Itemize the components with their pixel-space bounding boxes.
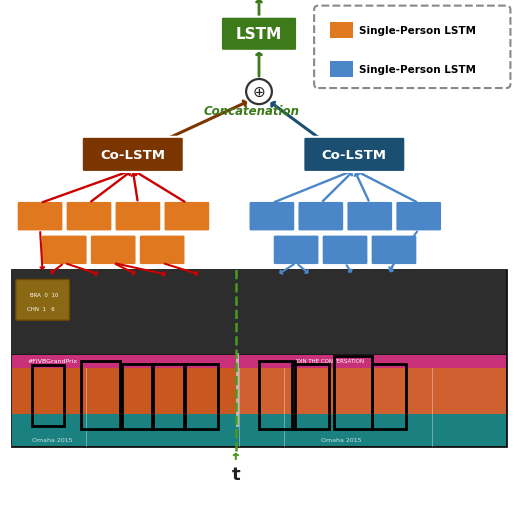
- Bar: [329, 62, 353, 78]
- FancyBboxPatch shape: [347, 201, 393, 232]
- Bar: [12, 270, 506, 355]
- Text: Omaha 2015: Omaha 2015: [32, 437, 73, 442]
- Bar: [12, 356, 506, 369]
- Bar: [334, 357, 372, 429]
- FancyBboxPatch shape: [82, 137, 184, 173]
- Text: Single-Person LSTM: Single-Person LSTM: [359, 65, 477, 75]
- Bar: [32, 366, 64, 426]
- Text: JOIN THE CONVERSATION: JOIN THE CONVERSATION: [295, 359, 364, 364]
- FancyBboxPatch shape: [66, 201, 112, 232]
- Text: Single-Person LSTM: Single-Person LSTM: [359, 26, 477, 36]
- FancyBboxPatch shape: [273, 235, 319, 266]
- Text: Omaha 2015: Omaha 2015: [321, 437, 362, 442]
- Text: Co-LSTM: Co-LSTM: [322, 148, 387, 162]
- Bar: [12, 414, 506, 446]
- Text: CHN  1   6: CHN 1 6: [27, 307, 55, 312]
- FancyBboxPatch shape: [304, 137, 405, 173]
- FancyBboxPatch shape: [16, 280, 69, 321]
- Text: #FIVBGrandPrix: #FIVBGrandPrix: [27, 359, 77, 364]
- Bar: [329, 23, 353, 39]
- Bar: [259, 362, 295, 429]
- Bar: [239, 369, 506, 414]
- FancyBboxPatch shape: [41, 235, 88, 266]
- Bar: [372, 364, 406, 429]
- FancyBboxPatch shape: [249, 201, 295, 232]
- FancyBboxPatch shape: [221, 18, 297, 52]
- Bar: [12, 369, 506, 414]
- Bar: [12, 270, 506, 446]
- FancyBboxPatch shape: [396, 201, 442, 232]
- FancyBboxPatch shape: [371, 235, 417, 266]
- Bar: [184, 364, 218, 429]
- Text: t: t: [232, 466, 240, 483]
- FancyBboxPatch shape: [139, 235, 185, 266]
- Bar: [122, 364, 153, 429]
- Bar: [81, 362, 120, 429]
- Text: BRA  0  10: BRA 0 10: [30, 293, 58, 298]
- Bar: [293, 364, 328, 429]
- Text: LSTM: LSTM: [236, 27, 282, 42]
- Text: Co-LSTM: Co-LSTM: [100, 148, 165, 162]
- Text: Concatenation: Concatenation: [203, 105, 299, 118]
- FancyBboxPatch shape: [298, 201, 344, 232]
- FancyBboxPatch shape: [314, 7, 510, 89]
- FancyBboxPatch shape: [322, 235, 368, 266]
- FancyBboxPatch shape: [90, 235, 136, 266]
- FancyBboxPatch shape: [115, 201, 161, 232]
- Text: $\oplus$: $\oplus$: [252, 85, 266, 100]
- FancyBboxPatch shape: [17, 201, 63, 232]
- Circle shape: [246, 80, 272, 105]
- FancyBboxPatch shape: [164, 201, 210, 232]
- Bar: [152, 364, 185, 429]
